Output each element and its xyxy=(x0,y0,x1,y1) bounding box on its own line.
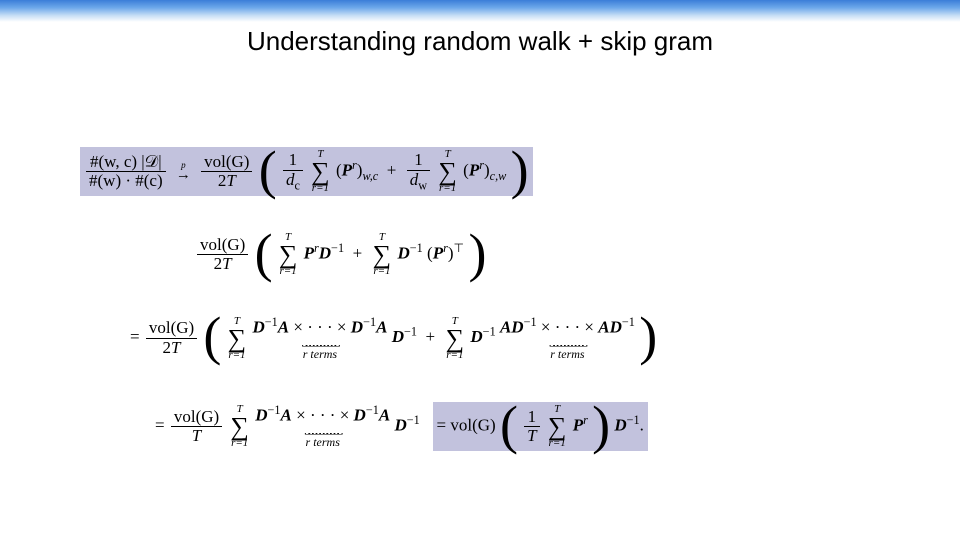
eq3-vol-num: vol(G) xyxy=(149,318,194,337)
eq3-dots-b: × · · · × xyxy=(541,318,594,337)
eq1-sumbot-a: r=1 xyxy=(311,183,330,194)
eq4-rterms: r terms xyxy=(255,435,390,450)
eq1-lhs-den: #(w) · #(c) xyxy=(89,171,163,190)
eq4-inv2: −1 xyxy=(366,403,379,417)
eq3-inv2: −1 xyxy=(363,315,376,329)
eq2-D-a: D xyxy=(319,244,331,263)
equation-1: #(w, c) |𝒟| #(w) · #(c) p → vol(G) 2T ( … xyxy=(80,147,533,196)
eq4-A2: A xyxy=(379,406,390,425)
eq1-dc-sub: c xyxy=(294,178,299,192)
eq2-sumbot-a: r=1 xyxy=(279,266,298,277)
eq3-inv3: −1 xyxy=(524,315,537,329)
eq4-period: . xyxy=(640,416,644,435)
eq3-plus: + xyxy=(426,327,436,346)
eq3-A3: A xyxy=(500,318,511,337)
eq4-inv-tail: −1 xyxy=(407,413,420,427)
equation-2: vol(G) 2T ( T ∑ r=1 PrD−1 + T ∑ r=1 D−1 … xyxy=(195,232,486,277)
equation-4: = vol(G) T T ∑ r=1 D−1A × · · · × D−1A ⎵… xyxy=(155,402,648,451)
eq4-P: P xyxy=(573,416,583,435)
eq1-sumbot-b: r=1 xyxy=(438,183,457,194)
eq4-inv-end: −1 xyxy=(627,413,640,427)
eq1-vol-num: vol(G) xyxy=(204,152,249,171)
equations-area: #(w, c) |𝒟| #(w) · #(c) p → vol(G) 2T ( … xyxy=(0,57,960,537)
eq1-sub-cw: c,w xyxy=(490,169,507,183)
eq4-D-end: D xyxy=(614,416,626,435)
eq2-P-a: P xyxy=(304,244,314,263)
eq2-plus: + xyxy=(353,244,363,263)
eq2-P-b: P xyxy=(433,244,443,263)
eq4-equals-a: = xyxy=(155,416,165,435)
eq3-rterms-b: r terms xyxy=(500,347,635,362)
eq2-vol-num: vol(G) xyxy=(200,235,245,254)
eq3-D-lead-b: D xyxy=(470,327,482,346)
eq4-sumbot-b: r=1 xyxy=(548,438,567,449)
eq4-vol-den: T xyxy=(192,426,201,445)
eq1-supr-b: r xyxy=(479,158,484,172)
eq2-D-b: D xyxy=(397,244,409,263)
eq3-D3: D xyxy=(511,318,523,337)
eq4-volG: vol(G) xyxy=(450,416,495,435)
eq4-inv1: −1 xyxy=(268,403,281,417)
eq4-T: T xyxy=(527,426,536,445)
eq3-sumbot-a: r=1 xyxy=(228,350,247,361)
eq3-D2: D xyxy=(351,318,363,337)
prob-arrow: p → xyxy=(176,161,191,183)
arrow-icon: → xyxy=(176,169,191,183)
eq4-vol-num: vol(G) xyxy=(174,407,219,426)
eq3-A1: A xyxy=(278,318,289,337)
eq1-plus: + xyxy=(387,161,397,180)
eq1-sub-wc: w,c xyxy=(362,169,378,183)
eq4-sumbot-a: r=1 xyxy=(230,438,249,449)
eq3-D-tail-a: D xyxy=(392,327,404,346)
eq3-equals: = xyxy=(130,327,140,346)
eq4-D2: D xyxy=(354,406,366,425)
eq3-inv-lead-b: −1 xyxy=(483,325,496,339)
eq1-one-a: 1 xyxy=(289,150,298,169)
eq1-dw-sub: w xyxy=(418,178,427,192)
eq4-dots: × · · · × xyxy=(296,406,349,425)
eq3-A2: A xyxy=(376,318,387,337)
eq4-equals-b: = xyxy=(437,416,447,435)
eq3-dots-a: × · · · × xyxy=(293,318,346,337)
header-gradient xyxy=(0,0,960,22)
eq1-supr-a: r xyxy=(352,158,357,172)
eq1-one-b: 1 xyxy=(414,150,423,169)
eq4-supr: r xyxy=(583,413,588,427)
eq2-inv-b: −1 xyxy=(410,241,423,255)
eq4-one: 1 xyxy=(528,407,537,426)
eq3-sumbot-b: r=1 xyxy=(446,350,465,361)
eq3-D4: D xyxy=(610,318,622,337)
eq3-inv-tail-a: −1 xyxy=(404,325,417,339)
eq2-supr-b: r xyxy=(443,241,448,255)
eq3-inv1: −1 xyxy=(265,315,278,329)
eq1-P-b: P xyxy=(469,161,479,180)
equation-3: = vol(G) 2T ( T ∑ r=1 D−1A × · · · × D−1… xyxy=(130,315,657,362)
eq3-A4: A xyxy=(598,318,609,337)
eq1-dw: d xyxy=(410,170,419,189)
eq4-D1: D xyxy=(255,406,267,425)
eq4-D-tail: D xyxy=(394,416,406,435)
eq2-sumbot-b: r=1 xyxy=(373,266,392,277)
eq1-lhs-num: #(w, c) |𝒟| xyxy=(90,152,162,171)
slide-title: Understanding random walk + skip gram xyxy=(0,26,960,57)
eq1-highlight: #(w, c) |𝒟| #(w) · #(c) p → vol(G) 2T ( … xyxy=(80,147,533,196)
eq2-transp: ⊤ xyxy=(454,241,465,255)
eq4-A1: A xyxy=(281,406,292,425)
eq1-P-a: P xyxy=(342,161,352,180)
eq3-D1: D xyxy=(252,318,264,337)
eq3-inv4: −1 xyxy=(622,315,635,329)
eq3-rterms-a: r terms xyxy=(252,347,387,362)
eq4-highlight: = vol(G) ( 1 T T ∑ r=1 Pr ) D−1. xyxy=(433,402,648,451)
eq2-inv-a: −1 xyxy=(331,241,344,255)
